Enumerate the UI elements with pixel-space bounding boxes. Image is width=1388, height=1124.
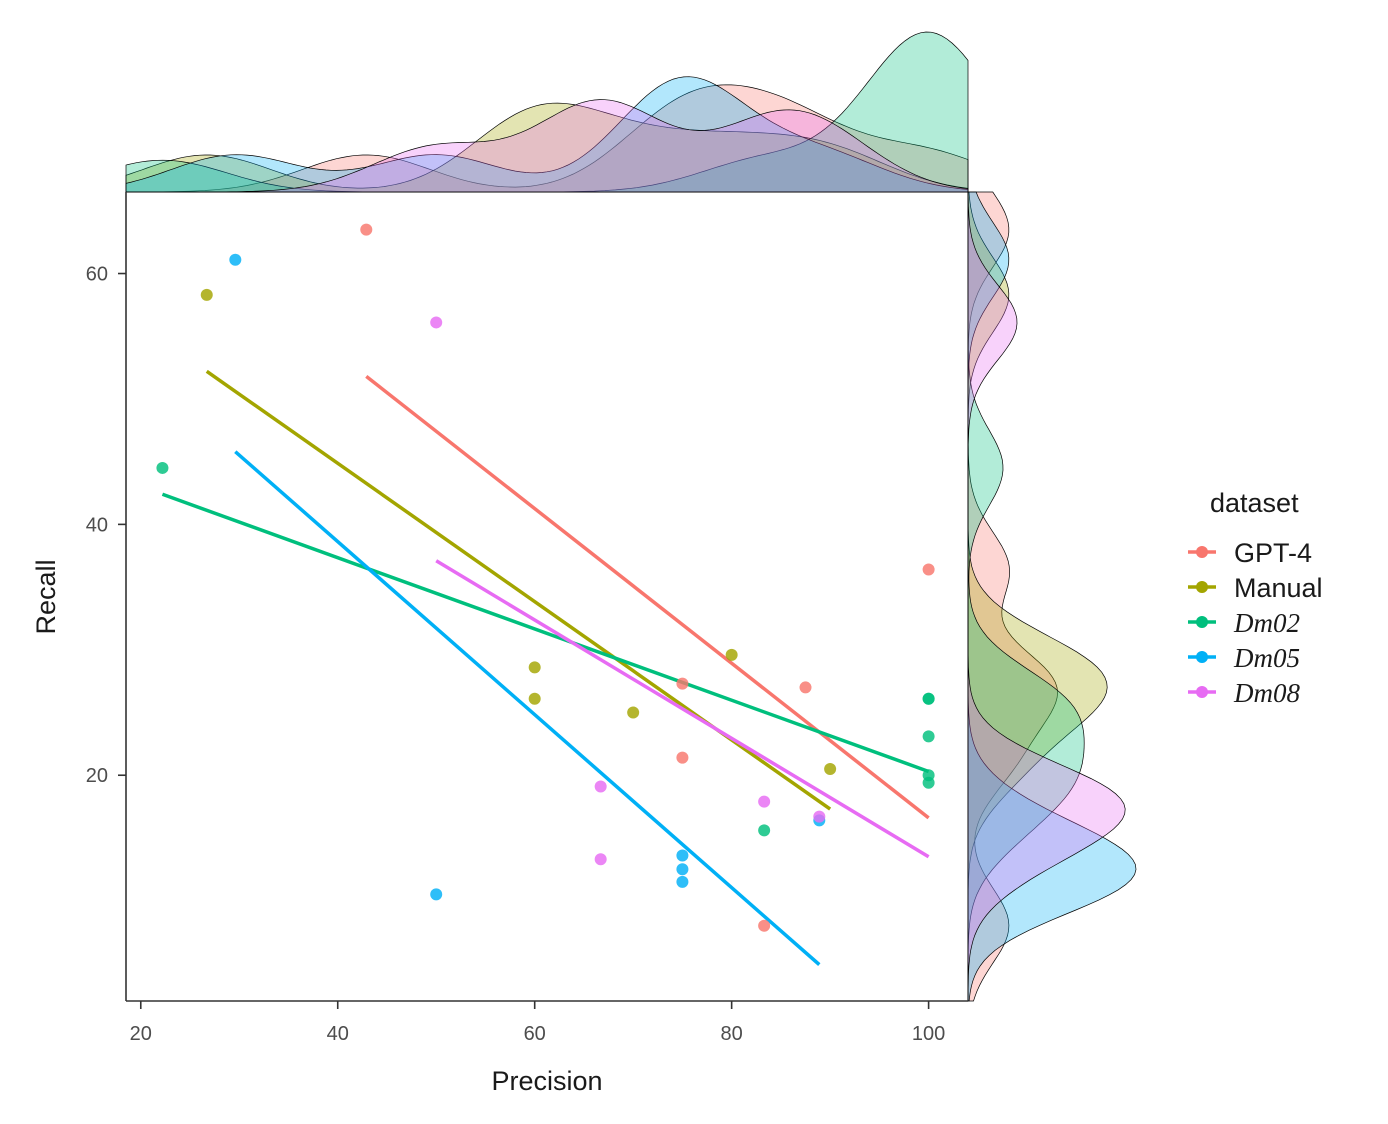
legend-key-point xyxy=(1196,546,1208,558)
legend-label: Dm05 xyxy=(1233,643,1300,673)
y-tick-label-20: 20 xyxy=(86,765,108,787)
legend-item-gpt-4: GPT-4 xyxy=(1188,538,1312,568)
point-dm02-4 xyxy=(922,730,935,743)
point-dm08-0 xyxy=(430,316,443,329)
legend-key-point xyxy=(1196,686,1208,698)
point-dm08-4 xyxy=(813,810,826,823)
x-axis-ticks: 20 40 60 80 100 xyxy=(130,1001,945,1045)
legend-key-point xyxy=(1196,616,1208,628)
right-density-dm08 xyxy=(967,191,1126,1002)
legend-label: GPT-4 xyxy=(1234,538,1312,568)
legend-item-dm02: Dm02 xyxy=(1188,608,1300,638)
fit-line-dm02 xyxy=(161,492,930,774)
point-dm05-3 xyxy=(676,863,689,876)
legend-key-point xyxy=(1196,581,1208,593)
x-tick-label-80: 80 xyxy=(721,1023,743,1045)
legend: dataset GPT-4 Manual Dm02 Dm05 Dm08 xyxy=(1188,488,1323,708)
y-tick-label-40: 40 xyxy=(86,514,108,536)
x-tick-label-40: 40 xyxy=(327,1023,349,1045)
point-gpt-4-1 xyxy=(676,677,689,690)
point-dm02-6 xyxy=(922,776,935,789)
legend-label: Dm02 xyxy=(1233,608,1300,638)
point-dm02-1 xyxy=(758,824,771,837)
legend-item-dm08: Dm08 xyxy=(1188,678,1300,708)
right-marginal-density xyxy=(967,191,1137,1002)
point-dm08-1 xyxy=(594,780,607,793)
top-density-manual xyxy=(125,102,969,193)
point-dm08-2 xyxy=(594,853,607,866)
right-density-gpt-4 xyxy=(967,191,1058,1002)
point-dm05-0 xyxy=(229,253,242,266)
fit-line-dm05 xyxy=(234,450,821,966)
legend-label: Dm08 xyxy=(1233,678,1300,708)
legend-label: Manual xyxy=(1234,573,1323,603)
top-density-dm08 xyxy=(126,99,969,193)
top-density-gpt-4 xyxy=(126,84,969,193)
legend-item-manual: Manual xyxy=(1188,573,1323,603)
point-dm08-3 xyxy=(758,795,771,808)
point-gpt-4-5 xyxy=(922,563,935,576)
legend-key-point xyxy=(1196,651,1208,663)
point-dm02-3 xyxy=(922,692,935,705)
point-manual-3 xyxy=(627,706,640,719)
y-axis-ticks: 20 40 60 xyxy=(86,264,126,787)
top-marginal-density xyxy=(125,31,969,193)
x-tick-label-60: 60 xyxy=(524,1023,546,1045)
x-axis-title: Precision xyxy=(491,1066,602,1096)
fit-line-gpt-4 xyxy=(365,375,930,820)
scatter-points xyxy=(156,223,935,932)
point-manual-5 xyxy=(824,762,837,775)
point-dm05-4 xyxy=(676,875,689,888)
legend-item-dm05: Dm05 xyxy=(1188,643,1300,673)
regression-lines xyxy=(161,369,930,966)
point-dm05-2 xyxy=(676,849,689,862)
point-manual-4 xyxy=(725,648,738,661)
point-gpt-4-0 xyxy=(360,223,373,236)
point-manual-0 xyxy=(200,288,213,301)
x-tick-label-20: 20 xyxy=(130,1023,152,1045)
point-dm05-1 xyxy=(430,888,443,901)
fit-line-manual xyxy=(205,369,832,811)
right-density-manual xyxy=(967,191,1108,1001)
fit-line-dm08 xyxy=(435,559,930,859)
point-gpt-4-3 xyxy=(758,919,771,932)
x-tick-label-100: 100 xyxy=(912,1023,945,1045)
point-gpt-4-4 xyxy=(799,681,812,694)
y-axis-title: Recall xyxy=(31,559,61,634)
point-dm02-0 xyxy=(156,461,169,474)
point-gpt-4-2 xyxy=(676,751,689,764)
top-density-dm05 xyxy=(125,76,969,193)
point-manual-2 xyxy=(528,692,541,705)
y-tick-label-60: 60 xyxy=(86,264,108,286)
point-manual-1 xyxy=(528,661,541,674)
legend-title: dataset xyxy=(1210,488,1299,518)
